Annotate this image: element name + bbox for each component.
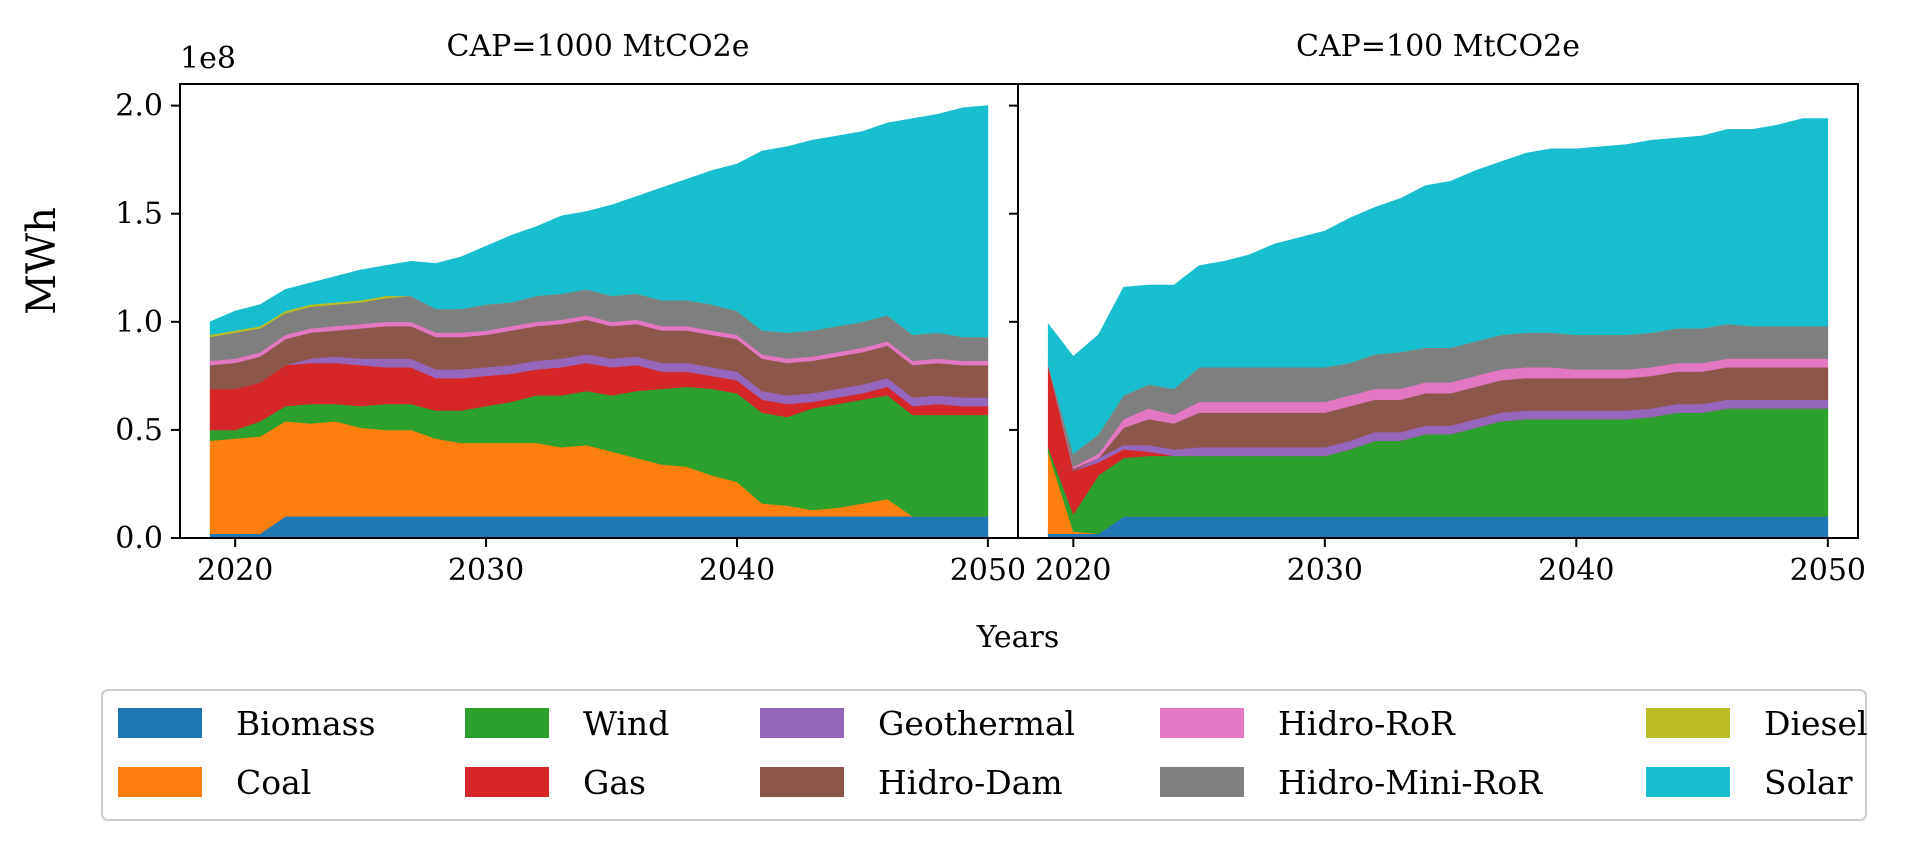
x-tick-label: 2030 — [448, 553, 524, 588]
x-tick-label: 2050 — [950, 553, 1026, 588]
area-solar — [1047, 118, 1829, 455]
area-biomass — [1047, 516, 1829, 539]
legend-label: Hidro-Dam — [878, 763, 1063, 802]
panel-frame — [1017, 83, 1859, 539]
y-tick-label: 1.5 — [115, 197, 163, 232]
x-tick-label: 2040 — [1538, 553, 1614, 588]
panel-cap-100: 2020 2030 2040 2050 — [1009, 83, 1866, 588]
legend-swatch-solar — [1646, 767, 1730, 797]
panel-cap-1000: 0.0 0.5 1.0 1.5 2.0 2020 2030 2040 2050 — [115, 83, 1026, 588]
legend-label: Solar — [1764, 763, 1853, 802]
x-tick-label: 2020 — [197, 553, 273, 588]
legend-label: Coal — [236, 763, 311, 802]
legend-swatch-wind — [465, 708, 549, 738]
area-biomass — [209, 516, 989, 539]
x-tick-label: 2050 — [1790, 553, 1866, 588]
x-tick-label: 2040 — [699, 553, 775, 588]
legend-label: Biomass — [236, 704, 376, 743]
legend-swatch-biomass — [118, 708, 202, 738]
legend-swatch-hidro-mini-ror — [1160, 767, 1244, 797]
x-axis-label: Years — [976, 620, 1060, 655]
y-axis-label: MWh — [19, 207, 65, 315]
legend-label: Wind — [583, 704, 669, 743]
legend-swatch-gas — [465, 767, 549, 797]
legend-swatch-hidro-dam — [760, 767, 844, 797]
legend-label: Diesel — [1764, 704, 1868, 743]
legend: Biomass Coal Wind Gas Geothermal Hidro-Dam Hid… — [101, 689, 1868, 821]
area-layer — [209, 105, 989, 539]
tick-layer: 2020 2030 2040 2050 — [1009, 104, 1866, 588]
area-solar — [209, 105, 989, 338]
x-tick-label: 2020 — [1035, 553, 1111, 588]
legend-label: Hidro-RoR — [1278, 704, 1456, 743]
legend-swatch-geothermal — [760, 708, 844, 738]
y-tick-label: 2.0 — [115, 89, 163, 124]
legend-swatch-diesel — [1646, 708, 1730, 738]
legend-label: Geothermal — [878, 704, 1075, 743]
area-layer — [1047, 118, 1829, 539]
tick-layer: 0.0 0.5 1.0 1.5 2.0 2020 2030 2040 2050 — [115, 89, 1026, 588]
legend-swatch-hidro-ror — [1160, 708, 1244, 738]
panel-title-left: CAP=1000 MtCO2e — [447, 29, 750, 64]
legend-swatch-coal — [118, 767, 202, 797]
y-tick-label: 0.0 — [115, 521, 163, 556]
legend-label: Hidro-Mini-RoR — [1278, 763, 1543, 802]
y-offset-label: 1e8 — [180, 41, 236, 76]
panel-title-right: CAP=100 MtCO2e — [1296, 29, 1580, 64]
x-tick-label: 2030 — [1287, 553, 1363, 588]
y-tick-label: 0.5 — [115, 413, 163, 448]
legend-label: Gas — [583, 763, 646, 802]
y-tick-label: 1.0 — [115, 305, 163, 340]
